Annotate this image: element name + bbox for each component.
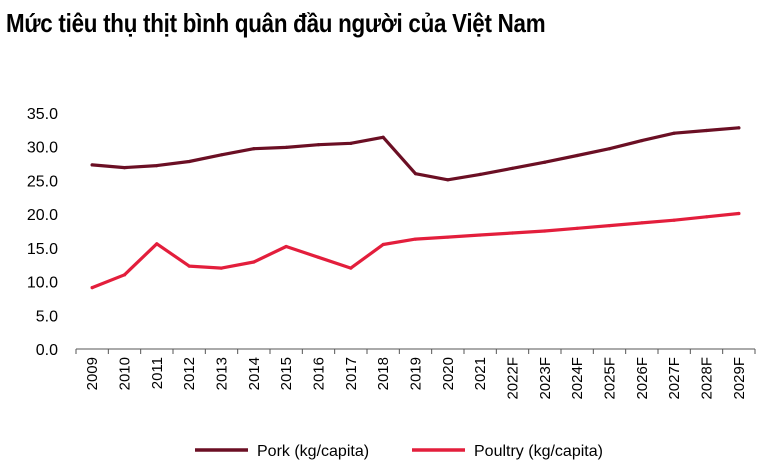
x-tick-label: 2017 [343,357,360,390]
y-tick-label: 10.0 [27,275,58,292]
x-tick-label: 2026F [634,357,651,400]
series-line-poultry [90,211,741,290]
data-point [607,224,612,228]
legend-label: Pork (kg/capita) [257,443,369,460]
data-point [737,211,741,216]
data-point [672,218,676,222]
data-point [607,147,612,151]
legend: Pork (kg/capita) Poultry (kg/capita) [195,443,603,460]
y-tick-label: 5.0 [36,308,58,325]
data-point [284,145,288,149]
data-point [543,229,547,233]
y-axis: 0.0 5.0 10.0 15.0 20.0 25.0 30.0 35.0 [27,106,58,359]
data-point [90,286,94,290]
data-point [187,159,191,164]
y-tick-label: 35.0 [27,106,58,123]
data-point [349,266,353,270]
y-tick-label: 20.0 [27,207,58,224]
data-point [446,178,450,182]
x-axis: 2009 2010 2011 2012 2013 2014 2015 2016 2017 2018… [75,348,756,400]
y-tick-label: 25.0 [27,173,58,190]
x-tick-label: 2013 [214,357,231,390]
x-tick-label: 2023F [537,357,554,400]
data-point [316,143,321,147]
data-point [510,166,515,170]
data-point [413,172,418,176]
x-tick-label: 2016 [311,357,328,390]
x-tick-label: 2010 [117,357,134,390]
data-point [510,231,515,235]
data-point [155,163,159,168]
data-point [90,163,94,167]
data-point [446,235,450,239]
data-point [478,233,482,237]
data-point [737,126,741,130]
series-lines [90,126,741,290]
x-tick-label: 2027F [666,357,683,400]
y-tick-label: 30.0 [27,140,58,157]
data-point [413,237,418,241]
data-point [316,255,321,259]
x-tick-label: 2022F [505,357,522,400]
data-point [219,266,224,270]
y-tick-label: 0.0 [36,342,58,359]
data-point [219,153,224,157]
data-point [122,273,127,277]
x-tick-label: 2012 [181,357,198,390]
data-point [155,242,159,246]
y-tick-label: 15.0 [27,241,58,258]
legend-label: Poultry (kg/capita) [474,443,603,460]
data-point [575,153,579,158]
x-tick-label: 2011 [149,357,166,389]
chart-title: Mức tiêu thụ thịt bình quân đầu người củ… [6,8,546,38]
data-point [478,172,482,176]
data-point [252,147,256,151]
x-tick-label: 2024F [569,357,586,400]
x-tick-label: 2014 [246,357,263,390]
data-point [252,260,256,264]
x-tick-label: 2028F [699,357,716,400]
data-point [349,141,353,145]
x-tick-label: 2009 [84,357,101,390]
data-point [640,139,644,143]
x-tick-label: 2019 [408,357,425,390]
data-point [381,135,385,139]
data-point [187,264,191,268]
data-point [575,226,579,230]
x-tick-label: 2025F [602,357,619,400]
x-tick-label: 2021 [472,357,489,390]
x-tick-label: 2018 [375,357,392,390]
data-point [284,244,288,249]
data-point [672,131,676,135]
data-point [381,242,385,247]
data-point [122,166,127,170]
series-line-pork [90,126,741,182]
data-point [704,215,709,219]
x-tick-label: 2029F [731,357,748,400]
data-point [543,160,547,164]
x-tick-label: 2020 [440,357,457,390]
x-tick-label: 2015 [278,357,295,390]
data-point [704,128,709,133]
data-point [640,221,644,225]
